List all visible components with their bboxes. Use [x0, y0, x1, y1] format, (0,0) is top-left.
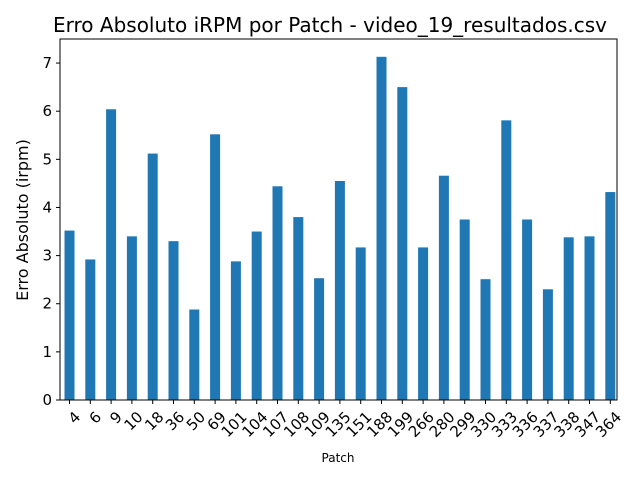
- chart-title: Erro Absoluto iRPM por Patch - video_19_…: [53, 13, 607, 37]
- y-axis: 0 1 2 3 4 5 6 7: [42, 54, 60, 409]
- bar-109: [314, 278, 325, 400]
- bar-50: [189, 309, 200, 400]
- bar-299: [459, 219, 470, 400]
- bar-108: [293, 217, 304, 400]
- bar-36: [168, 241, 179, 400]
- bar-135: [334, 180, 345, 400]
- bar-337: [542, 289, 553, 400]
- bar-347: [584, 236, 595, 400]
- x-tick-label: 4: [65, 408, 84, 427]
- bar-4: [64, 230, 75, 400]
- bar-151: [355, 247, 366, 400]
- y-tick-label: 4: [42, 198, 52, 216]
- x-tick-label: 364: [592, 408, 625, 441]
- y-tick-label: 0: [42, 391, 52, 409]
- bar-101: [230, 261, 241, 400]
- bar-336: [522, 219, 533, 400]
- x-tick-label: 6: [86, 408, 105, 427]
- x-axis-label: Patch: [322, 451, 355, 465]
- bar-266: [418, 247, 429, 400]
- y-tick-label: 1: [42, 343, 52, 361]
- y-tick-label: 5: [42, 150, 52, 168]
- x-axis: 4 6 91018365069101104107108109135151188199…: [65, 400, 625, 441]
- bar-338: [563, 237, 574, 400]
- bar-199: [397, 87, 408, 400]
- y-tick-label: 3: [42, 247, 52, 265]
- bar-104: [251, 231, 262, 400]
- bars-group: [64, 56, 616, 401]
- bar-280: [438, 175, 449, 400]
- y-tick-label: 7: [42, 54, 52, 72]
- bar-364: [605, 192, 616, 400]
- y-tick-label: 6: [42, 102, 52, 120]
- bar-69: [210, 134, 221, 401]
- y-tick-label: 2: [42, 295, 52, 313]
- bar-9: [106, 109, 117, 401]
- plot-frame: [59, 38, 618, 401]
- bar-330: [480, 279, 491, 400]
- bar-188: [376, 56, 387, 401]
- bar-6: [85, 259, 96, 400]
- y-axis-label: Erro Absoluto (irpm): [13, 139, 32, 301]
- bar-18: [147, 153, 158, 400]
- bar-10: [126, 236, 137, 400]
- bar-333: [501, 120, 512, 400]
- bar-107: [272, 186, 283, 400]
